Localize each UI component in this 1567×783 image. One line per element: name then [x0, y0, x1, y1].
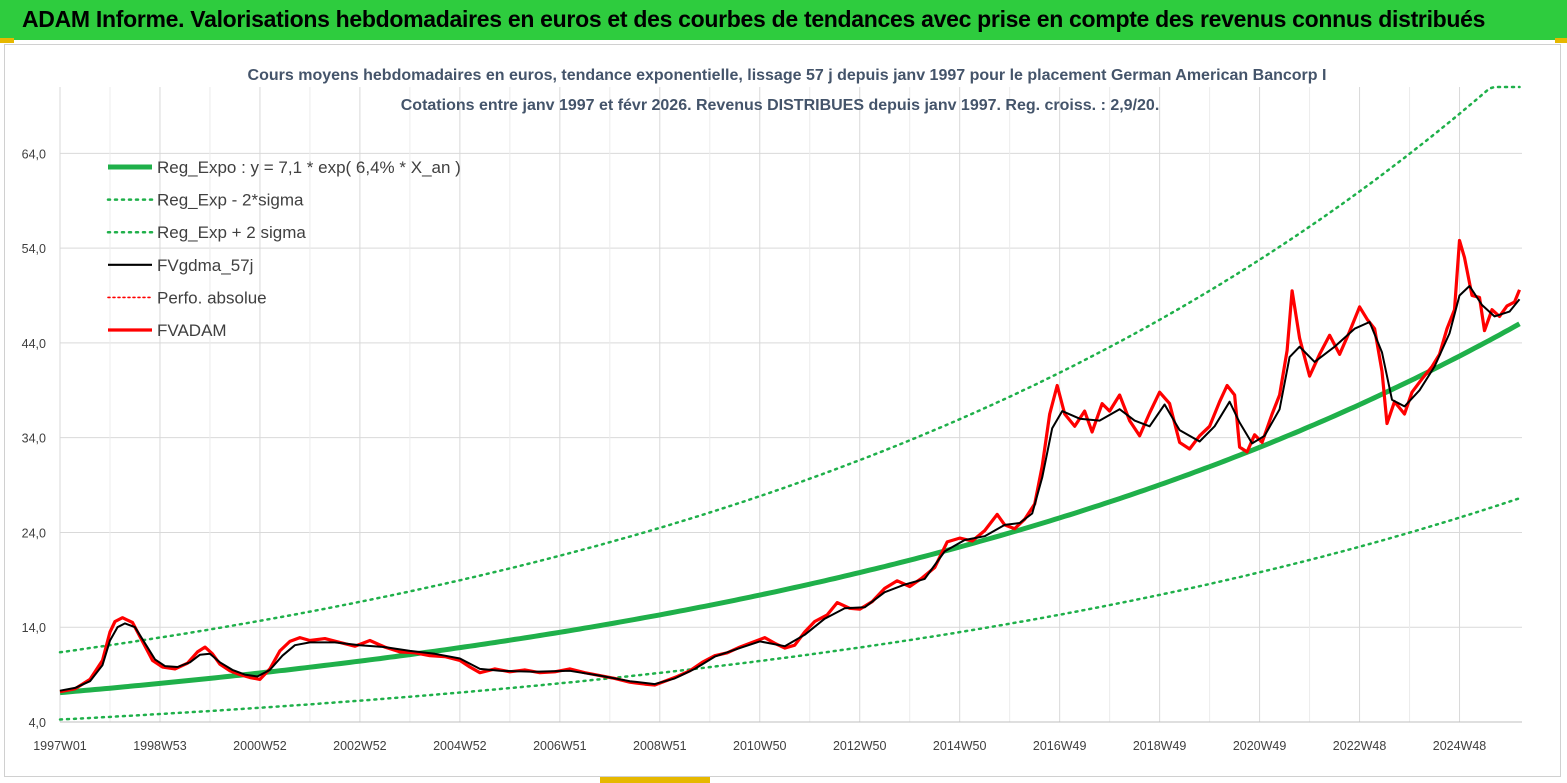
- y-tick-label: 44,0: [22, 337, 46, 351]
- y-tick-label: 14,0: [22, 621, 46, 635]
- y-tick-label: 34,0: [22, 432, 46, 446]
- title-banner: ADAM Informe. Valorisations hebdomadaire…: [0, 0, 1567, 40]
- x-tick-label: 2000W52: [233, 739, 287, 753]
- report-title: ADAM Informe. Valorisations hebdomadaire…: [22, 6, 1486, 32]
- legend-fvadam-label: FVADAM: [157, 321, 227, 340]
- x-tick-label: 2020W49: [1233, 739, 1287, 753]
- legend: Reg_Expo : y = 7,1 * exp( 6,4% * X_an ) R…: [106, 158, 461, 340]
- reg-exp-plus-2sigma-line: [58, 85, 1521, 654]
- legend-reg-exp-plus-label: Reg_Exp + 2 sigma: [157, 223, 306, 242]
- x-tick-label: 2008W51: [633, 739, 687, 753]
- legend-perfo-absolue-label: Perfo. absolue: [157, 288, 267, 307]
- fvgdma-57j-line: [59, 285, 1521, 692]
- x-tick-label: 2010W50: [733, 739, 787, 753]
- fvadam-line: [59, 238, 1521, 694]
- reg-expo-line: [59, 321, 1521, 696]
- series-lines: [58, 85, 1521, 721]
- y-tick-label: 4,0: [29, 716, 46, 730]
- x-tick-label: 2004W52: [433, 739, 487, 753]
- y-tick-label: 24,0: [22, 526, 46, 540]
- x-tick-label: 1998W53: [133, 739, 187, 753]
- y-axis-ticks: 4,0 14,0 24,0 34,0 44,0 54,0 64,0: [22, 147, 46, 730]
- x-tick-label: 2006W51: [533, 739, 587, 753]
- legend-fvgdma-label: FVgdma_57j: [157, 256, 253, 275]
- y-tick-label: 54,0: [22, 242, 46, 256]
- reg-exp-minus-2sigma-line: [58, 497, 1521, 721]
- bottom-accent: [600, 777, 710, 783]
- legend-reg-expo-label: Reg_Expo : y = 7,1 * exp( 6,4% * X_an ): [157, 158, 461, 177]
- x-axis-ticks: 1997W01 1998W53 2000W52 2002W52 2004W52 2006W…: [33, 739, 1486, 753]
- x-tick-label: 2022W48: [1333, 739, 1387, 753]
- grid: [59, 87, 1522, 723]
- x-tick-label: 2024W48: [1433, 739, 1487, 753]
- x-tick-label: 2002W52: [333, 739, 387, 753]
- chart-frame: [4, 44, 1561, 777]
- x-tick-label: 2018W49: [1133, 739, 1187, 753]
- corner-accent-left: [0, 38, 14, 43]
- x-tick-label: 2014W50: [933, 739, 987, 753]
- chart-title-line-2: Cotations entre janv 1997 et févr 2026. …: [401, 97, 1160, 114]
- y-tick-label: 64,0: [22, 147, 46, 161]
- chart-title-line-1: Cours moyens hebdomadaires en euros, ten…: [248, 67, 1327, 84]
- legend-reg-exp-minus-label: Reg_Exp - 2*sigma: [157, 191, 304, 210]
- x-tick-label: 1997W01: [33, 739, 87, 753]
- x-tick-label: 2012W50: [833, 739, 887, 753]
- corner-accent-right: [1555, 38, 1567, 43]
- x-tick-label: 2016W49: [1033, 739, 1087, 753]
- perfo-absolue-line: [59, 240, 1521, 693]
